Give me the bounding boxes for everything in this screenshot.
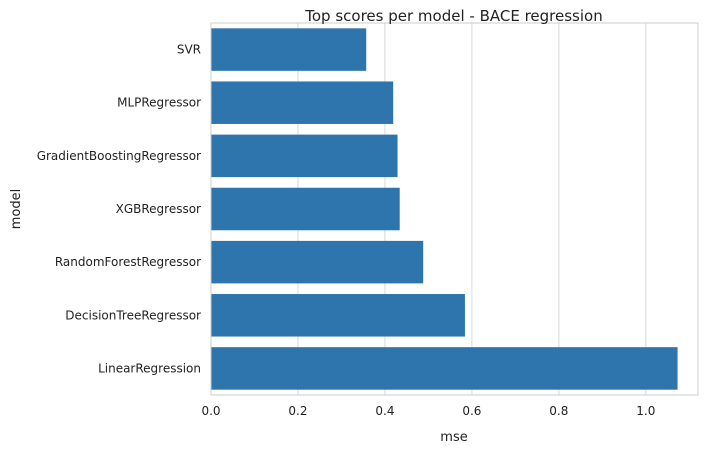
bar-decisiontreeregressor — [211, 294, 465, 337]
y-category-label: RandomForestRegressor — [55, 255, 201, 269]
chart-title: Top scores per model - BACE regression — [304, 7, 602, 25]
bar-mlpregressor — [211, 81, 394, 124]
bar-svr — [211, 28, 367, 71]
bar-gradientboostingregressor — [211, 134, 398, 178]
y-category-label: XGBRegressor — [116, 202, 201, 216]
bar-linearregression — [211, 347, 678, 390]
bar-xgbregressor — [211, 187, 400, 231]
category-layer: SVR MLPRegressor GradientBoostingRegressor… — [37, 43, 201, 376]
x-tick-label: 1.0 — [636, 404, 655, 418]
x-tick-label: 0.0 — [201, 404, 220, 418]
y-category-label: SVR — [177, 43, 201, 57]
y-category-label: LinearRegression — [98, 361, 201, 375]
y-category-label: GradientBoostingRegressor — [37, 149, 201, 163]
x-tick-label: 0.6 — [462, 404, 481, 418]
x-tick-label: 0.8 — [549, 404, 568, 418]
y-category-label: DecisionTreeRegressor — [65, 308, 201, 322]
bar-randomforestregressor — [211, 240, 424, 284]
bar-layer — [211, 28, 678, 390]
plot-frame — [210, 22, 699, 396]
x-axis-label: mse — [440, 430, 467, 445]
x-tick-label: 0.2 — [288, 404, 307, 418]
tick-layer: 0.0 0.2 0.4 0.6 0.8 1.0 — [201, 404, 655, 418]
y-axis-label: model — [9, 189, 24, 229]
x-tick-label: 0.4 — [375, 404, 394, 418]
y-category-label: MLPRegressor — [117, 96, 201, 110]
